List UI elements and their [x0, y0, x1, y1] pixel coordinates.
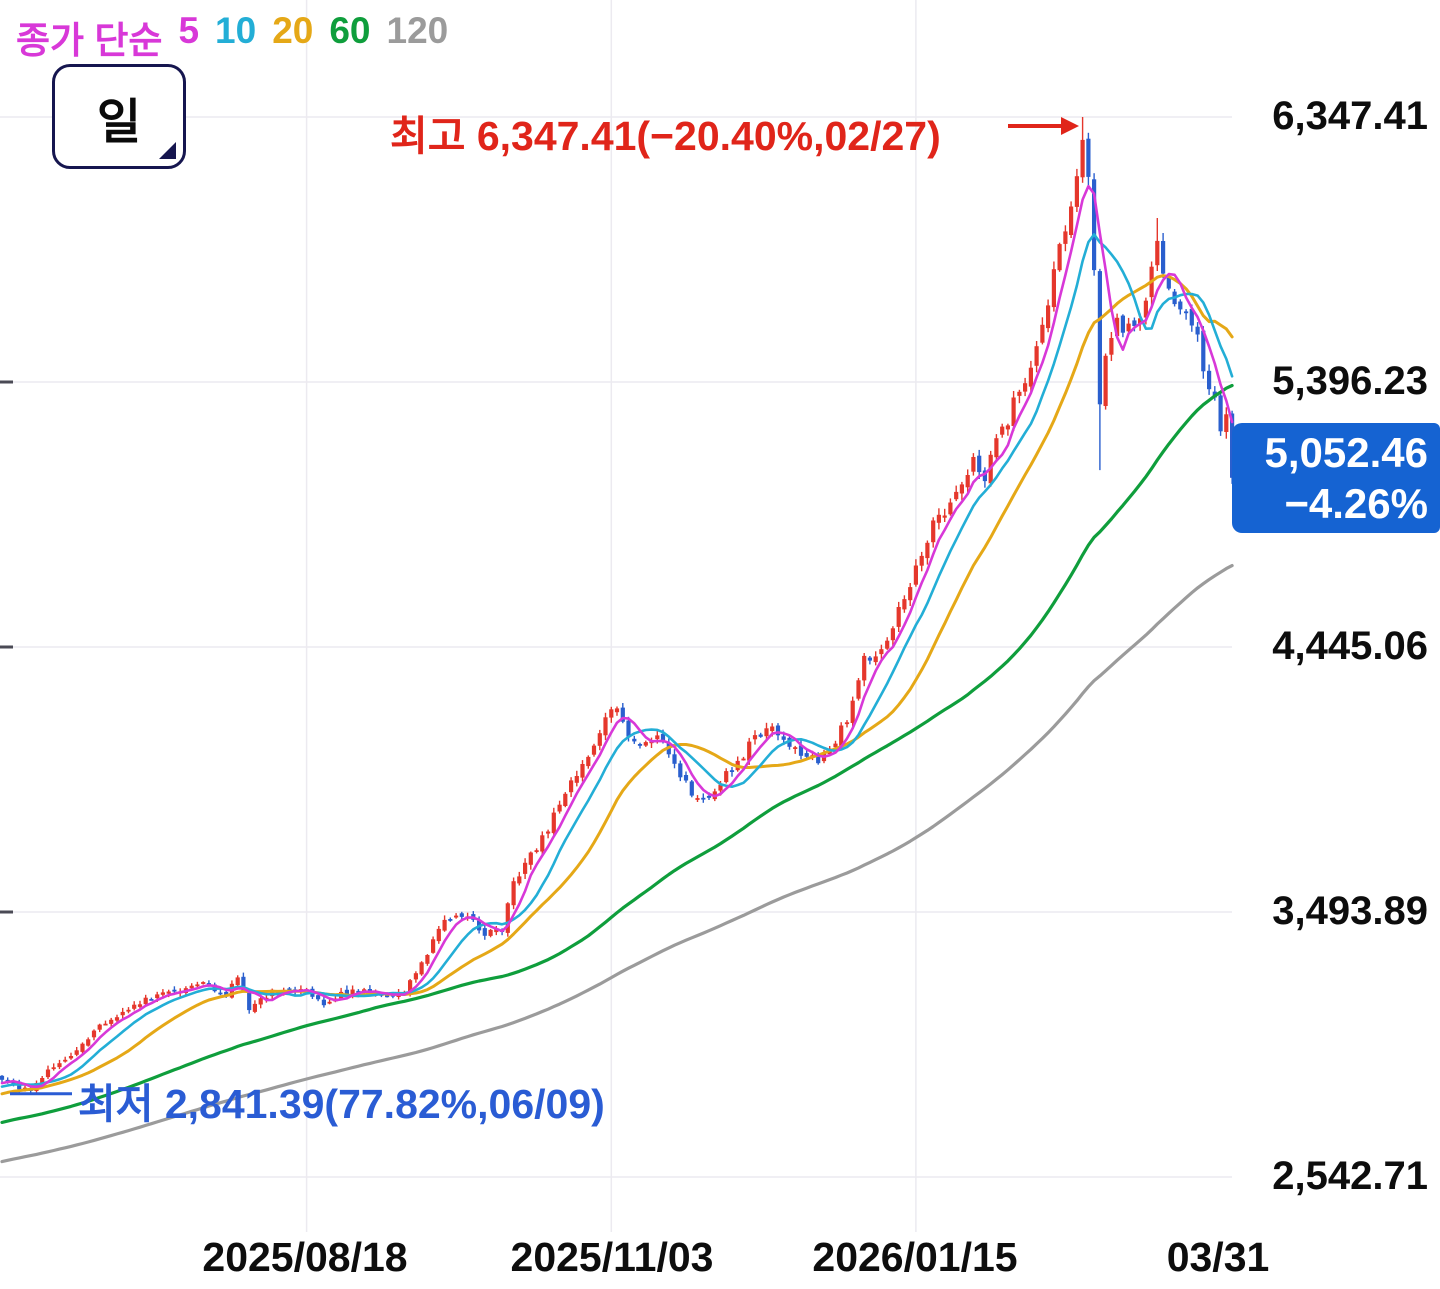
current-price-value: 5,052.46: [1264, 428, 1429, 476]
y-axis-label-4: 3,493.89: [1272, 889, 1428, 933]
y-axis-label-2: 5,396.23: [1272, 359, 1428, 403]
legend-ma120-label: 120: [386, 10, 449, 51]
y-axis-label-3: 4,445.06: [1272, 624, 1428, 668]
ma-legend: 종가 단순 5 10 20 60 120: [16, 10, 448, 64]
legend-ma60-label: 60: [329, 10, 371, 51]
dropdown-corner-icon: [159, 142, 176, 159]
legend-ma10-label: 10: [215, 10, 257, 51]
timeframe-label: 일: [96, 95, 142, 149]
y-axis-label-5: 2,542.71: [1272, 1154, 1428, 1198]
legend-ma20-label: 20: [272, 10, 314, 51]
current-price-badge: 5,052.46 −4.26%: [1232, 423, 1440, 533]
high-annotation: 최고 6,347.41(−20.40%,02/27): [390, 113, 941, 159]
timeframe-button[interactable]: 일: [52, 64, 186, 169]
x-axis-label-4: 03/31: [1166, 1234, 1270, 1280]
x-axis-label-2: 2025/11/03: [510, 1234, 714, 1280]
x-axis-label-3: 2026/01/15: [812, 1234, 1018, 1280]
current-price-change: −4.26%: [1284, 480, 1428, 527]
x-axis-label-1: 2025/08/18: [202, 1234, 408, 1280]
y-axis-label-1: 6,347.41: [1272, 94, 1428, 138]
low-annotation: 최저 2,841.39(77.82%,06/09): [78, 1081, 605, 1127]
legend-ma5-label: 5: [178, 10, 200, 51]
legend-close-simple-label: 종가 단순: [16, 20, 163, 61]
